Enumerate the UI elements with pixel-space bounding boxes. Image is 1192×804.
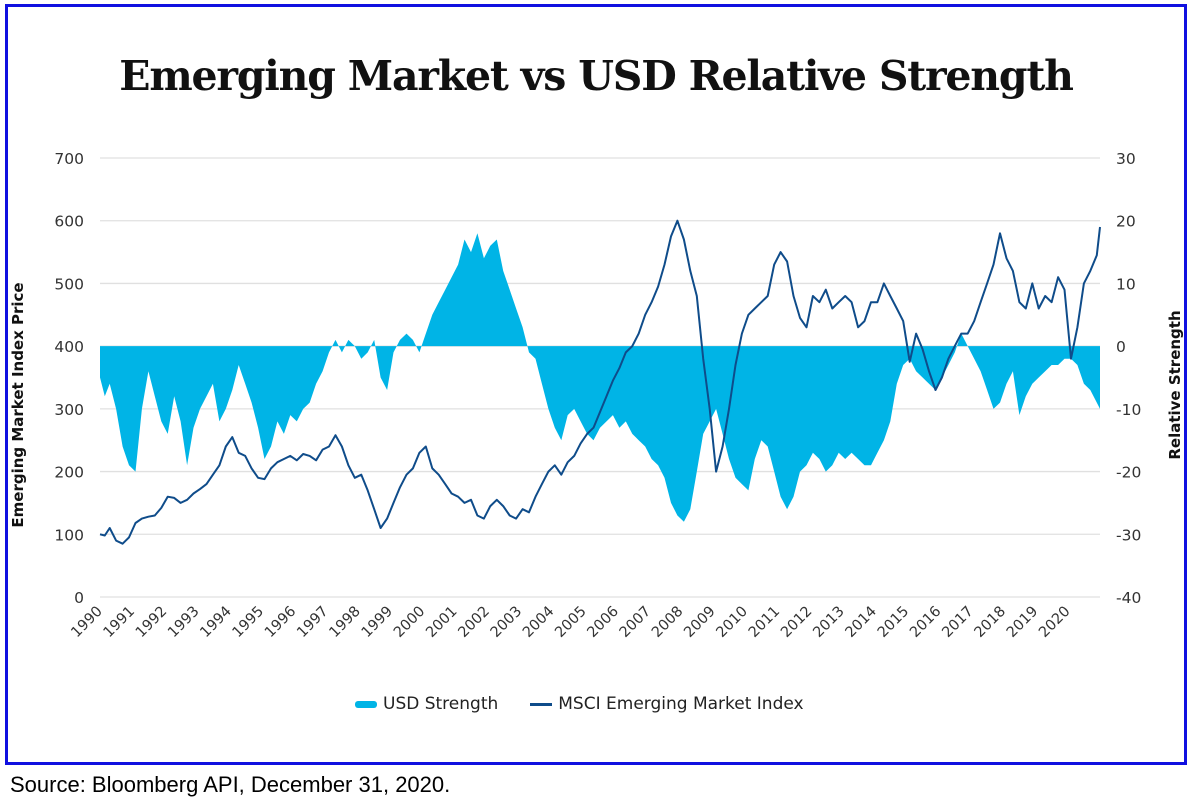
x-tick-label: 1991 (101, 604, 138, 641)
legend-item-msci: MSCI Emerging Market Index (530, 694, 804, 714)
y-tick-label: 300 (54, 401, 84, 419)
y2-tick-label: -40 (1116, 589, 1141, 607)
y2-tick-label: 10 (1116, 275, 1136, 293)
x-tick-label: 2017 (939, 604, 976, 641)
x-tick-label: 1998 (326, 604, 363, 641)
chart-frame (5, 4, 1187, 765)
x-tick-label: 2011 (746, 604, 783, 641)
x-tick-label: 2006 (585, 604, 622, 641)
legend-label: MSCI Emerging Market Index (558, 694, 804, 714)
usd-strength-area (100, 233, 1100, 522)
right-axis-title: Relative Strength (1166, 310, 1184, 459)
x-tick-label: 2020 (1036, 604, 1073, 641)
x-tick-label: 2005 (552, 604, 589, 641)
x-tick-label: 1994 (197, 604, 234, 641)
x-tick-label: 2010 (714, 604, 751, 641)
msci-line-path (99, 219, 1101, 545)
x-tick-label: 2007 (617, 604, 654, 641)
x-tick-label: 2019 (1004, 604, 1041, 641)
y2-tick-label: -20 (1116, 464, 1141, 482)
y-tick-label: 0 (74, 589, 84, 607)
y2-tick-label: 20 (1116, 213, 1136, 231)
x-tick-label: 1997 (294, 604, 331, 641)
x-tick-label: 1995 (230, 604, 267, 641)
legend-swatch-line (530, 702, 553, 706)
y-tick-label: 700 (54, 150, 84, 168)
y-tick-label: 400 (54, 338, 84, 356)
y-tick-label: 600 (54, 213, 84, 231)
y-tick-label: 500 (54, 275, 84, 293)
left-axis-ticks: 0 100 200 300 400 500 600 700 (54, 150, 84, 607)
x-tick-label: 2014 (843, 604, 880, 641)
x-tick-label: 1999 (359, 604, 396, 641)
legend-label: USD Strength (383, 694, 499, 714)
y-tick-label: 100 (54, 526, 84, 544)
x-tick-label: 1993 (165, 604, 202, 641)
x-tick-label: 2002 (456, 604, 493, 641)
x-tick-label: 2015 (875, 604, 912, 641)
x-tick-label: 2004 (520, 604, 557, 641)
x-axis-ticks: 1990199119921993199419951996199719981999… (68, 604, 1073, 641)
legend-item-usd-strength: USD Strength (355, 694, 498, 714)
x-tick-label: 2018 (972, 604, 1009, 641)
y2-tick-label: 30 (1116, 150, 1136, 168)
x-tick-label: 2012 (778, 604, 815, 641)
x-tick-label: 2013 (810, 604, 847, 641)
y-tick-label: 200 (54, 464, 84, 482)
msci-line (99, 219, 1101, 545)
x-tick-label: 2008 (649, 604, 686, 641)
x-tick-label: 2009 (681, 604, 718, 641)
x-tick-label: 1992 (133, 604, 170, 641)
x-tick-label: 2001 (423, 604, 460, 641)
legend-swatch-area (355, 700, 377, 708)
legend: USD Strength MSCI Emerging Market Index (355, 694, 836, 714)
y2-tick-label: 0 (1116, 338, 1126, 356)
usd-strength-area-path (100, 233, 1100, 522)
right-axis-ticks: -40 -30 -20 -10 0 10 20 30 (1116, 150, 1141, 607)
x-tick-label: 1990 (68, 604, 105, 641)
x-tick-label: 2000 (391, 604, 428, 641)
source-note: Source: Bloomberg API, December 31, 2020… (10, 772, 451, 797)
x-tick-label: 1996 (262, 604, 299, 641)
chart-title: Emerging Market vs USD Relative Strength (119, 52, 1074, 100)
y2-tick-label: -10 (1116, 401, 1141, 419)
x-tick-label: 2003 (488, 604, 525, 641)
y2-tick-label: -30 (1116, 526, 1141, 544)
x-tick-label: 2016 (907, 604, 944, 641)
left-axis-title: Emerging Market Index Price (9, 282, 27, 527)
